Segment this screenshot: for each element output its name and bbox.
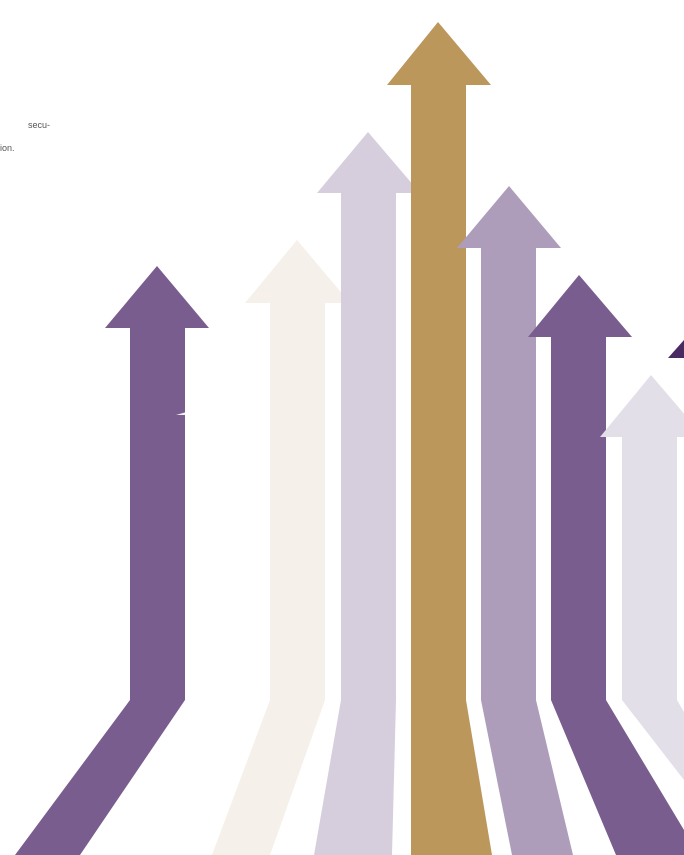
arrow [387, 22, 492, 855]
text-fragment: secu- [28, 120, 51, 130]
arrow [314, 132, 420, 855]
arrow [457, 186, 573, 855]
arrow [176, 400, 280, 415]
arrow [15, 266, 209, 855]
text-fragment: ion. [0, 143, 15, 153]
arrow [528, 275, 684, 855]
arrow [212, 240, 350, 855]
arrow [668, 340, 684, 358]
arrow [600, 375, 684, 780]
